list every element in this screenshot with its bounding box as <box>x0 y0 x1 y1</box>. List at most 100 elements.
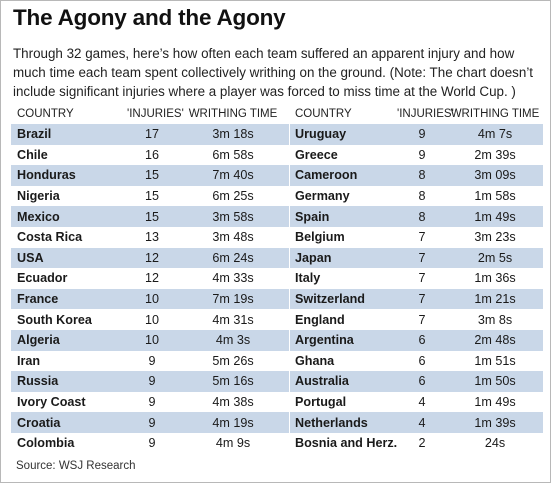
writhing-time-cell: 3m 8s <box>477 312 513 327</box>
table-row: Spain 8 1m 49s <box>290 206 543 227</box>
header-injuries: 'INJURIES' <box>127 108 184 120</box>
header-injuries: 'INJURIES' <box>397 108 454 120</box>
country-cell: Argentina <box>295 333 354 348</box>
country-cell: Greece <box>295 147 338 162</box>
writhing-time-cell: 5m 16s <box>212 374 254 389</box>
country-cell: Japan <box>295 250 332 265</box>
country-cell: South Korea <box>17 312 92 327</box>
writhing-time-cell: 1m 39s <box>474 415 516 430</box>
header-country: COUNTRY <box>17 108 74 120</box>
table-row: Germany 8 1m 58s <box>290 186 543 207</box>
table-row: England 7 3m 8s <box>290 309 543 330</box>
writhing-time-cell: 2m 5s <box>477 250 513 265</box>
table-row: Ghana 6 1m 51s <box>290 351 543 372</box>
table-row: Honduras 15 7m 40s <box>11 165 289 186</box>
injuries-cell: 12 <box>144 250 159 265</box>
table-row: Ivory Coast 9 4m 38s <box>11 392 289 413</box>
table-row: Japan 7 2m 5s <box>290 247 543 269</box>
country-cell: Algeria <box>17 333 60 348</box>
country-cell: England <box>295 312 345 327</box>
injuries-cell: 10 <box>144 312 159 327</box>
country-cell: Honduras <box>17 168 76 183</box>
country-cell: Italy <box>295 271 321 286</box>
country-cell: Ecuador <box>17 271 68 286</box>
country-cell: Ivory Coast <box>17 395 86 410</box>
table-row: Argentina 6 2m 48s <box>290 329 543 351</box>
country-cell: Chile <box>17 147 48 162</box>
table-header: COUNTRY 'INJURIES' WRITHING TIME <box>290 104 543 124</box>
table-row: France 10 7m 19s <box>11 288 289 310</box>
writhing-time-cell: 3m 18s <box>212 127 254 142</box>
country-cell: Croatia <box>17 415 61 430</box>
injuries-cell: 7 <box>418 271 426 286</box>
chart-subtitle: Through 32 games, here’s how often each … <box>13 46 534 99</box>
injuries-cell: 9 <box>148 415 156 430</box>
source-note: Source: WSJ Research <box>16 460 136 472</box>
writhing-time-cell: 1m 21s <box>474 292 516 307</box>
table-row: Iran 9 5m 26s <box>11 351 289 372</box>
writhing-time-cell: 1m 50s <box>474 374 516 389</box>
country-cell: Switzerland <box>295 292 365 307</box>
injuries-cell: 9 <box>418 147 426 162</box>
writhing-time-cell: 1m 51s <box>474 353 516 368</box>
injuries-cell: 9 <box>148 353 156 368</box>
writhing-time-cell: 1m 36s <box>474 271 516 286</box>
injuries-cell: 6 <box>418 353 426 368</box>
injuries-cell: 8 <box>418 209 426 224</box>
country-cell: Australia <box>295 374 349 389</box>
chart-title: The Agony and the Agony <box>13 5 286 30</box>
injuries-cell: 15 <box>144 209 159 224</box>
country-cell: Germany <box>295 189 350 204</box>
injuries-cell: 9 <box>148 374 156 389</box>
country-cell: Nigeria <box>17 189 60 204</box>
country-cell: Russia <box>17 374 59 389</box>
rows-right: Uruguay 9 4m 7s Greece 9 2m 39s Cameroon 8 3m 09… <box>290 124 543 454</box>
injuries-cell: 15 <box>144 189 159 204</box>
writhing-time-cell: 3m 48s <box>212 230 254 245</box>
injuries-cell: 8 <box>418 189 426 204</box>
table-row: Italy 7 1m 36s <box>290 268 543 289</box>
table-row: Brazil 17 3m 18s <box>11 124 289 145</box>
country-cell: Spain <box>295 209 330 224</box>
country-cell: Brazil <box>17 127 52 142</box>
injuries-cell: 10 <box>144 292 159 307</box>
rows-left: Brazil 17 3m 18s Chile 16 6m 58s Honduras 15 7m … <box>11 124 289 454</box>
country-cell: USA <box>17 250 44 265</box>
table-row: Belgium 7 3m 23s <box>290 227 543 248</box>
writhing-time-cell: 1m 58s <box>474 189 516 204</box>
table-row: Ecuador 12 4m 33s <box>11 268 289 289</box>
writhing-time-cell: 4m 7s <box>477 127 513 142</box>
table-header: COUNTRY 'INJURIES' WRITHING TIME <box>11 104 289 124</box>
country-cell: Uruguay <box>295 127 347 142</box>
writhing-time-cell: 7m 40s <box>212 168 254 183</box>
table-row: Nigeria 15 6m 25s <box>11 186 289 207</box>
writhing-time-cell: 4m 9s <box>215 436 251 451</box>
country-cell: Cameroon <box>295 168 358 183</box>
country-cell: Netherlands <box>295 415 368 430</box>
writhing-time-cell: 5m 26s <box>212 353 254 368</box>
table-right: COUNTRY 'INJURIES' WRITHING TIME Uruguay… <box>290 104 543 454</box>
table-row: Greece 9 2m 39s <box>290 145 543 166</box>
writhing-time-cell: 3m 09s <box>474 168 516 183</box>
injuries-cell: 12 <box>144 271 159 286</box>
country-cell: France <box>17 292 59 307</box>
injuries-cell: 4 <box>418 395 426 410</box>
table-row: Chile 16 6m 58s <box>11 145 289 166</box>
injuries-cell: 6 <box>418 333 426 348</box>
writhing-time-cell: 4m 3s <box>215 333 251 348</box>
injuries-cell: 7 <box>418 292 426 307</box>
injuries-cell: 17 <box>144 127 159 142</box>
table-row: Mexico 15 3m 58s <box>11 206 289 227</box>
table-row: Portugal 4 1m 49s <box>290 392 543 413</box>
country-cell: Ghana <box>295 353 335 368</box>
injuries-cell: 13 <box>144 230 159 245</box>
table-row: USA 12 6m 24s <box>11 247 289 269</box>
injuries-cell: 4 <box>418 415 426 430</box>
header-writhing-time: WRITHING TIME <box>188 108 278 120</box>
table-row: Bosnia and Herz. 2 24s <box>290 433 543 454</box>
country-cell: Portugal <box>295 395 347 410</box>
injuries-cell: 16 <box>144 147 159 162</box>
injuries-cell: 9 <box>148 395 156 410</box>
table-row: Cameroon 8 3m 09s <box>290 165 543 186</box>
